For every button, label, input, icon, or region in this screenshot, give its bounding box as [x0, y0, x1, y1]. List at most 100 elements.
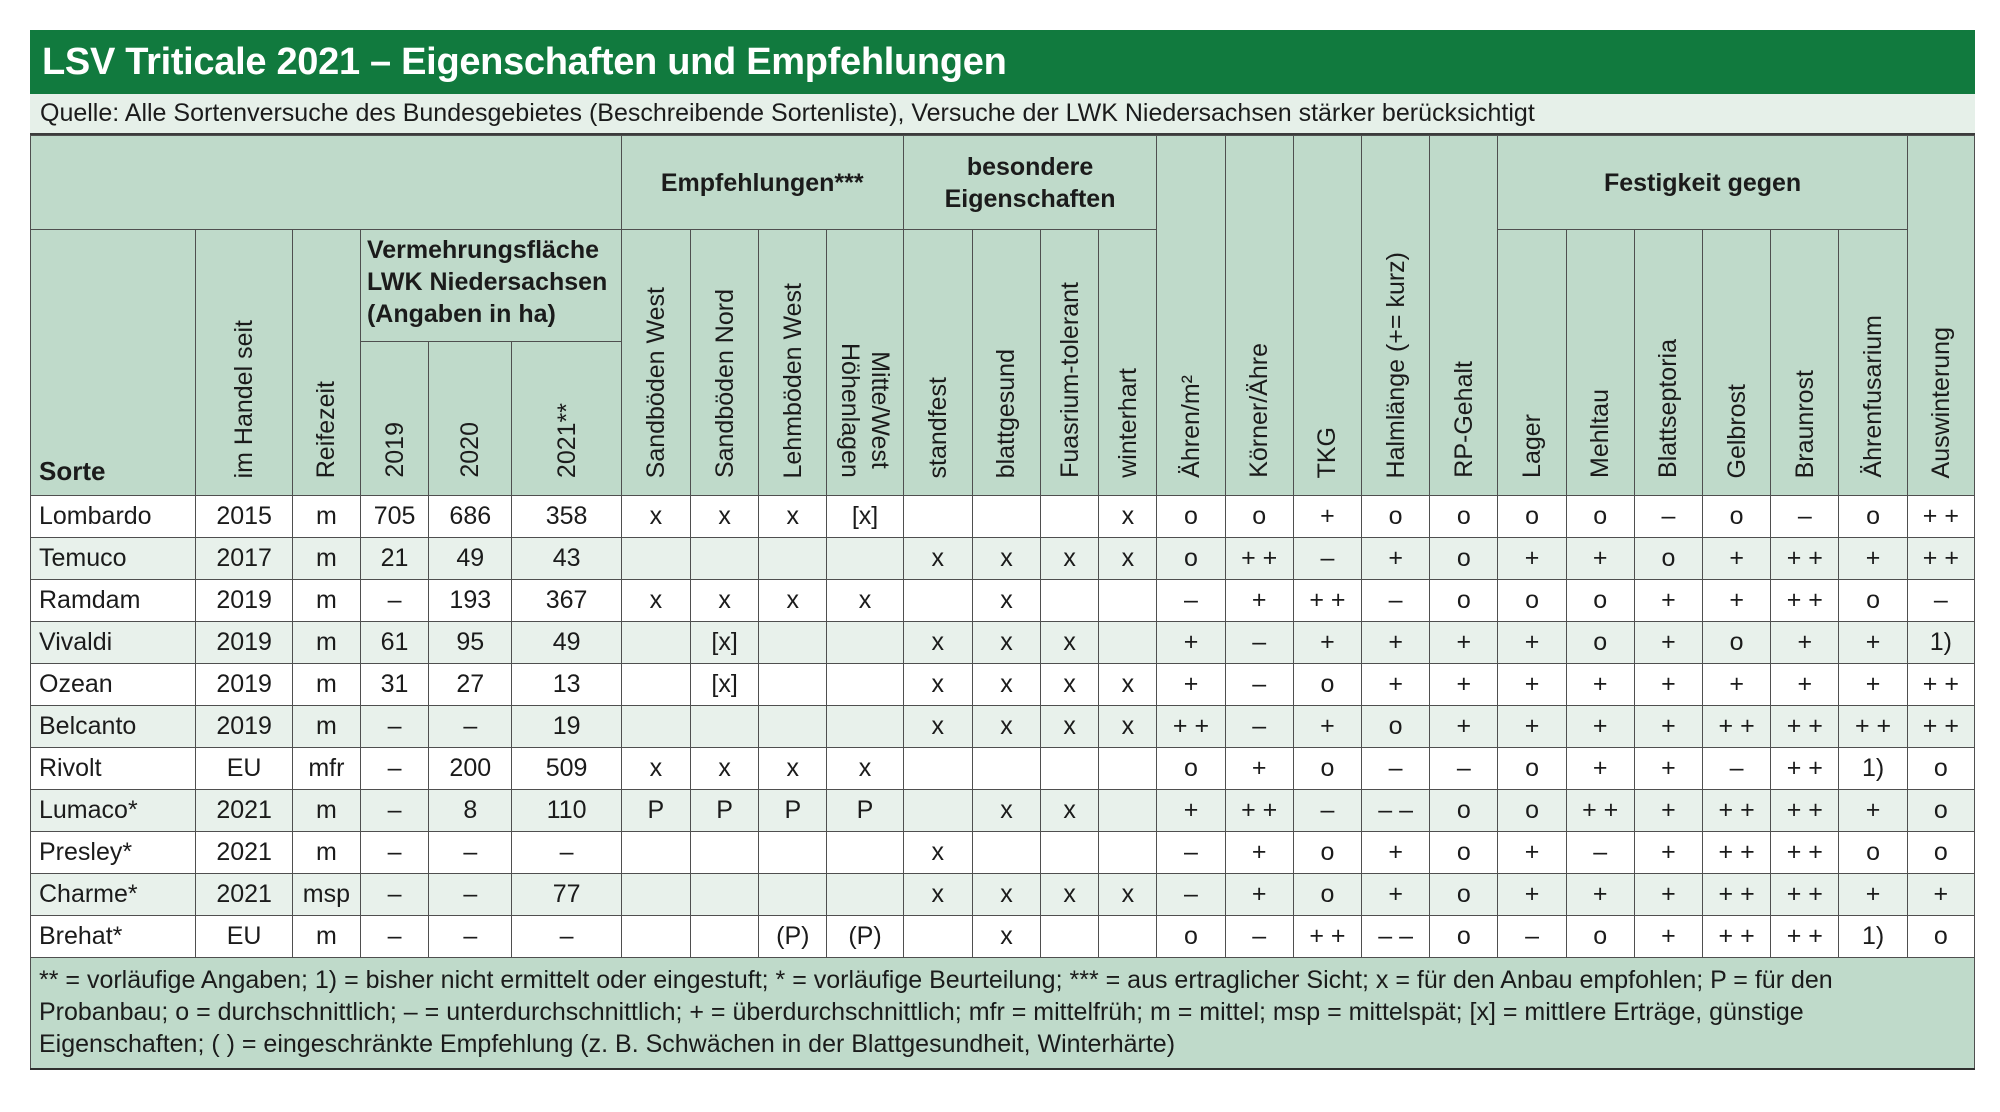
table-cell: – – [1361, 789, 1431, 832]
table-cell: – [1770, 495, 1840, 538]
table-cell: 2019 [195, 621, 293, 664]
table-cell: + [1292, 705, 1363, 748]
table-cell: 358 [511, 495, 622, 538]
col-2019: 2019 [359, 341, 430, 496]
table-cell: o [1361, 495, 1431, 538]
table-cell [689, 831, 760, 874]
variety-table: Empfehlungen*** besondere Eigenschaften … [29, 135, 1976, 1070]
table-cell: msp [291, 873, 361, 916]
table-cell [1098, 915, 1158, 958]
table-cell: 21 [359, 537, 430, 580]
table-cell: + [1633, 789, 1704, 832]
table-cell: – [1497, 915, 1567, 958]
col-gelbrost: Gelbrost [1702, 229, 1772, 496]
table-cell: + + [1906, 705, 1976, 748]
table-cell: + + [1906, 663, 1976, 706]
table-cell: x [620, 579, 691, 622]
table-cell: EU [195, 915, 293, 958]
table-cell: 1) [1838, 747, 1908, 790]
table-cell [689, 705, 760, 748]
table-cell: + [1224, 579, 1294, 622]
table-cell: x [1040, 873, 1100, 916]
col-blattseptoria: Blattseptoria [1633, 229, 1704, 496]
table-cell: x [971, 621, 1042, 664]
table-cell: – – [1361, 915, 1431, 958]
variety-name-cell: Vivaldi [29, 621, 197, 664]
table-cell: + [1361, 537, 1431, 580]
table-cell: + [1497, 705, 1567, 748]
table-cell: o [1292, 747, 1363, 790]
table-cell: + + [1292, 579, 1363, 622]
source-line: Quelle: Alle Sortenversuche des Bundesge… [30, 94, 1975, 135]
table-cell [1040, 579, 1100, 622]
table-cell: 367 [511, 579, 622, 622]
group-empfehlungen: Empfehlungen*** [620, 135, 904, 230]
table-cell [689, 873, 760, 916]
table-cell: – [428, 705, 513, 748]
table-cell: x [1040, 705, 1100, 748]
table-cell: + [1702, 579, 1772, 622]
table-row: Charme* 2021 msp – –77 x x x x – + o + o + + + + + + + + + [29, 873, 1976, 916]
table-cell: x [971, 915, 1042, 958]
table-cell: m [291, 831, 361, 874]
table-cell: + [1770, 663, 1840, 706]
table-cell: + [1633, 663, 1704, 706]
table-cell: x [620, 747, 691, 790]
table-row: Belcanto 2019 m – –19 x x x x + + – + o + + + + + + + + + +… [29, 705, 1976, 748]
table-cell: m [291, 915, 361, 958]
table-cell: 61 [359, 621, 430, 664]
col-aehren: Ähren/m² [1156, 135, 1226, 496]
table-cell [689, 537, 760, 580]
table-cell: x [689, 579, 760, 622]
table-cell: + + [1702, 915, 1772, 958]
table-cell [826, 621, 904, 664]
table-cell: (P) [826, 915, 904, 958]
table-cell: + + [1906, 495, 1976, 538]
table-cell: – [1292, 537, 1363, 580]
table-cell: + [1565, 873, 1635, 916]
col-blattgesund: blattgesund [971, 229, 1042, 496]
table-cell: x [758, 579, 828, 622]
table-cell: + [1838, 789, 1908, 832]
table-cell [758, 663, 828, 706]
table-cell: 8 [428, 789, 513, 832]
table-cell: 200 [428, 747, 513, 790]
table-cell: + + [1838, 705, 1908, 748]
table-cell: – [359, 705, 430, 748]
table-cell: (P) [758, 915, 828, 958]
table-cell: 1) [1838, 915, 1908, 958]
table-cell: + + [1770, 831, 1840, 874]
table-cell: o [1361, 705, 1431, 748]
table-cell: x [971, 789, 1042, 832]
table-cell [902, 579, 973, 622]
table-cell: o [1565, 495, 1635, 538]
table-cell: + + [1770, 747, 1840, 790]
table-cell: o [1429, 579, 1499, 622]
col-mehltau: Mehltau [1565, 229, 1635, 496]
table-figure: LSV Triticale 2021 – Eigenschaften und E… [29, 30, 1976, 1070]
table-cell: – [359, 915, 430, 958]
col-rp-gehalt: RP-Gehalt [1429, 135, 1499, 496]
table-cell: – [1906, 579, 1976, 622]
table-cell [758, 705, 828, 748]
table-cell: – [1224, 663, 1294, 706]
table-cell: + [1565, 537, 1635, 580]
table-cell: + + [1770, 537, 1840, 580]
header-blank [30, 135, 622, 230]
table-cell: – [1361, 747, 1431, 790]
table-cell: + [1497, 831, 1567, 874]
table-cell: 49 [428, 537, 513, 580]
table-cell: – [1224, 915, 1294, 958]
table-cell: EU [195, 747, 293, 790]
table-cell: o [1497, 495, 1567, 538]
table-cell: 2019 [195, 705, 293, 748]
table-cell: + [1565, 747, 1635, 790]
table-cell: 2021 [195, 873, 293, 916]
table-cell: P [758, 789, 828, 832]
col-2020: 2020 [428, 341, 513, 496]
table-cell: + [1702, 663, 1772, 706]
table-cell: + [1429, 663, 1499, 706]
table-cell: + [1361, 663, 1431, 706]
table-cell [620, 831, 691, 874]
variety-name-cell: Presley* [29, 831, 197, 874]
